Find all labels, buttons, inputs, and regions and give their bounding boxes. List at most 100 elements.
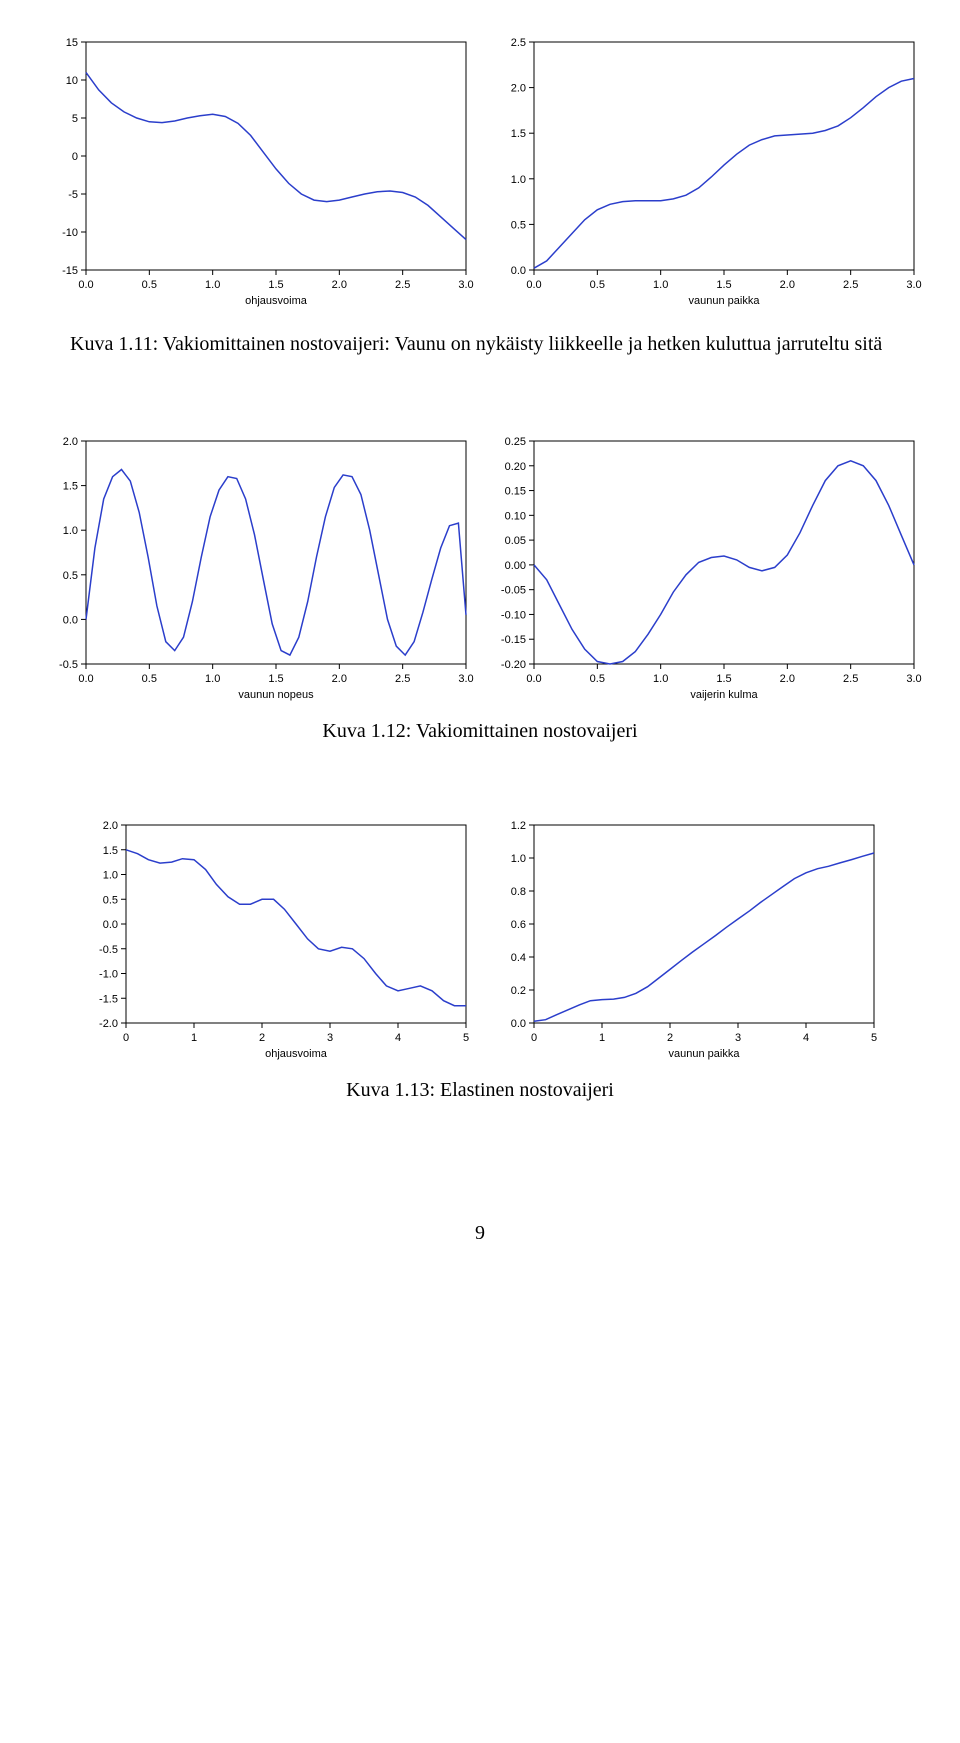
page: 0.00.51.01.52.02.53.0-15-10-5051015ohjau… bbox=[0, 30, 960, 1305]
svg-text:0.5: 0.5 bbox=[590, 673, 605, 685]
svg-text:3.0: 3.0 bbox=[906, 279, 921, 291]
svg-text:0.5: 0.5 bbox=[142, 279, 157, 291]
svg-text:-2.0: -2.0 bbox=[99, 1018, 118, 1030]
plot-ohjausvoima-2: 012345-2.0-1.5-1.0-0.50.00.51.01.52.0ohj… bbox=[76, 813, 476, 1063]
plot-vaunun-nopeus: 0.00.51.01.52.02.53.0-0.50.00.51.01.52.0… bbox=[36, 429, 476, 704]
svg-text:-0.10: -0.10 bbox=[501, 609, 526, 621]
svg-text:1.0: 1.0 bbox=[205, 279, 220, 291]
svg-text:2.0: 2.0 bbox=[103, 820, 118, 832]
svg-text:1.5: 1.5 bbox=[716, 673, 731, 685]
svg-text:1.0: 1.0 bbox=[103, 870, 118, 882]
svg-text:0.25: 0.25 bbox=[505, 436, 526, 448]
svg-text:0.0: 0.0 bbox=[78, 279, 93, 291]
svg-text:5: 5 bbox=[463, 1032, 469, 1044]
figure-1-11-plots: 0.0 0.5 1.0 1.5 2.0 2.5 3.0 -15 -10 -5 0 5 10 15 ohjau… bbox=[0, 30, 960, 310]
svg-text:-10: -10 bbox=[62, 227, 78, 239]
svg-text:4: 4 bbox=[803, 1032, 809, 1044]
svg-text:0.5: 0.5 bbox=[511, 219, 526, 231]
figure-1-12-plots: 0.00.51.01.52.02.53.0-0.50.00.51.01.52.0… bbox=[0, 429, 960, 704]
svg-text:2: 2 bbox=[667, 1032, 673, 1044]
svg-text:0: 0 bbox=[72, 151, 78, 163]
svg-text:0.2: 0.2 bbox=[511, 985, 526, 997]
svg-text:-1.5: -1.5 bbox=[99, 993, 118, 1005]
svg-text:1: 1 bbox=[191, 1032, 197, 1044]
svg-text:0.0: 0.0 bbox=[526, 673, 541, 685]
svg-text:1: 1 bbox=[599, 1032, 605, 1044]
plot-ohjausvoima-1: 0.0 0.5 1.0 1.5 2.0 2.5 3.0 -15 -10 -5 0 5 10 15 ohjau… bbox=[36, 30, 476, 310]
svg-text:0.5: 0.5 bbox=[590, 279, 605, 291]
page-number: 9 bbox=[0, 1222, 960, 1245]
svg-text:0.0: 0.0 bbox=[63, 614, 78, 626]
svg-text:0.0: 0.0 bbox=[511, 1018, 526, 1030]
svg-text:0.6: 0.6 bbox=[511, 919, 526, 931]
caption-1-11: Kuva 1.11: Vakiomittainen nostovaijeri: … bbox=[70, 330, 890, 359]
svg-text:1.0: 1.0 bbox=[653, 279, 668, 291]
plot-vaunun-paikka-2: 0123450.00.20.40.60.81.01.2vaunun paikka bbox=[484, 813, 884, 1063]
svg-text:4: 4 bbox=[395, 1032, 401, 1044]
svg-text:0.4: 0.4 bbox=[511, 952, 526, 964]
svg-text:1.5: 1.5 bbox=[268, 279, 283, 291]
svg-text:0.10: 0.10 bbox=[505, 510, 526, 522]
svg-text:2: 2 bbox=[259, 1032, 265, 1044]
svg-text:1.0: 1.0 bbox=[653, 673, 668, 685]
svg-text:-15: -15 bbox=[62, 265, 78, 277]
plot-vaunun-paikka-1: 0.00.51.01.52.02.53.00.00.51.01.52.02.5v… bbox=[484, 30, 924, 310]
svg-text:vaunun paikka: vaunun paikka bbox=[669, 1048, 741, 1060]
svg-text:2.0: 2.0 bbox=[332, 279, 347, 291]
svg-text:3.0: 3.0 bbox=[458, 673, 473, 685]
svg-text:2.0: 2.0 bbox=[332, 673, 347, 685]
svg-text:1.0: 1.0 bbox=[511, 853, 526, 865]
svg-text:-0.5: -0.5 bbox=[99, 944, 118, 956]
caption-1-13: Kuva 1.13: Elastinen nostovaijeri bbox=[0, 1079, 960, 1102]
svg-text:ohjausvoima: ohjausvoima bbox=[245, 295, 308, 307]
svg-text:0.0: 0.0 bbox=[78, 673, 93, 685]
svg-text:1.5: 1.5 bbox=[63, 481, 78, 493]
svg-text:-1.0: -1.0 bbox=[99, 969, 118, 981]
svg-text:2.5: 2.5 bbox=[843, 673, 858, 685]
svg-text:2.5: 2.5 bbox=[843, 279, 858, 291]
svg-text:1.5: 1.5 bbox=[716, 279, 731, 291]
svg-text:3.0: 3.0 bbox=[906, 673, 921, 685]
svg-text:5: 5 bbox=[72, 113, 78, 125]
svg-text:0: 0 bbox=[531, 1032, 537, 1044]
svg-text:0.0: 0.0 bbox=[526, 279, 541, 291]
svg-text:-0.20: -0.20 bbox=[501, 659, 526, 671]
svg-text:0.20: 0.20 bbox=[505, 461, 526, 473]
svg-text:0.05: 0.05 bbox=[505, 535, 526, 547]
svg-text:1.0: 1.0 bbox=[205, 673, 220, 685]
svg-text:2.0: 2.0 bbox=[780, 673, 795, 685]
svg-text:3: 3 bbox=[327, 1032, 333, 1044]
svg-text:0: 0 bbox=[123, 1032, 129, 1044]
svg-text:-0.05: -0.05 bbox=[501, 585, 526, 597]
svg-text:vaunun paikka: vaunun paikka bbox=[689, 295, 761, 307]
svg-text:ohjausvoima: ohjausvoima bbox=[265, 1048, 328, 1060]
svg-text:0.5: 0.5 bbox=[103, 894, 118, 906]
svg-text:1.2: 1.2 bbox=[511, 820, 526, 832]
svg-text:vaijerin kulma: vaijerin kulma bbox=[690, 689, 758, 701]
svg-text:vaunun nopeus: vaunun nopeus bbox=[238, 689, 314, 701]
svg-text:2.5: 2.5 bbox=[395, 673, 410, 685]
svg-text:3.0: 3.0 bbox=[458, 279, 473, 291]
svg-text:2.5: 2.5 bbox=[395, 279, 410, 291]
svg-text:15: 15 bbox=[66, 37, 78, 49]
figure-1-13-plots: 0 1 2 3 4 5 -2.0 -1.5 -1.0 -0.5 0.0 0.5 1.0 1.5 2.0 ohj… bbox=[0, 813, 960, 1063]
svg-text:0.15: 0.15 bbox=[505, 486, 526, 498]
svg-text:0.5: 0.5 bbox=[142, 673, 157, 685]
svg-text:-0.5: -0.5 bbox=[59, 659, 78, 671]
svg-text:-0.15: -0.15 bbox=[501, 634, 526, 646]
svg-text:10: 10 bbox=[66, 75, 78, 87]
svg-text:-5: -5 bbox=[68, 189, 78, 201]
svg-text:2.0: 2.0 bbox=[63, 436, 78, 448]
svg-text:1.0: 1.0 bbox=[511, 174, 526, 186]
svg-text:1.5: 1.5 bbox=[103, 845, 118, 857]
svg-text:2.0: 2.0 bbox=[780, 279, 795, 291]
svg-text:2.0: 2.0 bbox=[511, 83, 526, 95]
plot-vaijerin-kulma: 0.0 0.5 1.0 1.5 2.0 2.5 3.0 -0.20 -0.15 -0.10 -0.0… bbox=[484, 429, 924, 704]
svg-text:0.0: 0.0 bbox=[511, 265, 526, 277]
svg-text:3: 3 bbox=[735, 1032, 741, 1044]
svg-text:1.0: 1.0 bbox=[63, 525, 78, 537]
svg-text:2.5: 2.5 bbox=[511, 37, 526, 49]
caption-1-12: Kuva 1.12: Vakiomittainen nostovaijeri bbox=[0, 720, 960, 743]
svg-text:0.8: 0.8 bbox=[511, 886, 526, 898]
svg-text:0.00: 0.00 bbox=[505, 560, 526, 572]
